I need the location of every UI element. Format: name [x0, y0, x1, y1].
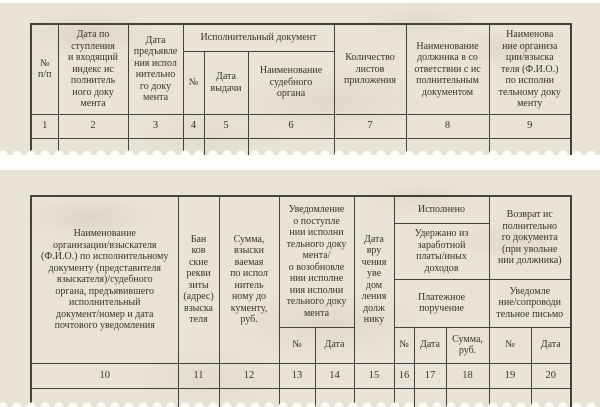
form-sheet-bottom: Наименование организации/взыскателя (Ф.И… — [0, 170, 600, 407]
column-number: 9 — [488, 113, 572, 139]
subheader-notice-number: № — [278, 326, 316, 364]
subheader-notice-date: Дата — [314, 326, 355, 364]
register-table-bottom: Наименование организации/взыскателя (Ф.И… — [30, 195, 572, 407]
header-bank-details: Бан ков ские рекви зиты (адрес) взыска т… — [177, 195, 220, 364]
header-claimant-name: Наименова ние организа ции/взыска теля (… — [488, 23, 572, 115]
empty-data-cell — [182, 137, 205, 155]
empty-data-cell — [278, 387, 316, 407]
empty-data-cell — [30, 387, 179, 407]
empty-data-cell — [177, 387, 220, 407]
subheader-return-number: № — [488, 326, 532, 364]
subheader-return-date: Дата — [530, 326, 572, 364]
column-number: 14 — [314, 362, 355, 389]
column-number: 16 — [393, 362, 415, 389]
empty-data-cell — [488, 387, 532, 407]
header-date-received: Дата по ступления и входящий индекс ис п… — [57, 23, 129, 115]
register-table-top: № п/п Дата по ступления и входящий индек… — [30, 23, 572, 155]
column-number: 17 — [413, 362, 447, 389]
empty-data-cell — [57, 137, 129, 155]
header-group-executive-document: Исполнительный документ — [182, 23, 335, 52]
form-sheet-top: № п/п Дата по ступления и входящий индек… — [0, 3, 600, 155]
column-number: 1 — [30, 113, 59, 139]
column-number: 5 — [203, 113, 249, 139]
header-date-presented: Дата предъявле ния испол нительно го док… — [127, 23, 184, 115]
subheader-payment-number: № — [393, 326, 415, 364]
column-number: 8 — [405, 113, 490, 139]
column-number: 10 — [30, 362, 179, 389]
empty-data-cell — [314, 387, 355, 407]
header-issue-date: Дата выдачи — [203, 50, 249, 115]
empty-data-cell — [333, 137, 407, 155]
column-number: 11 — [177, 362, 220, 389]
header-date-handed-to-debtor: Дата вру чения уве дом ления долж нику — [353, 195, 395, 364]
header-court-name: Наименование судебного органа — [247, 50, 335, 115]
empty-data-cell — [353, 387, 395, 407]
empty-data-cell — [413, 387, 447, 407]
header-doc-number: № — [182, 50, 205, 115]
column-number: 20 — [530, 362, 572, 389]
header-withheld-from-salary: Удержано из заработной платы/иных доходо… — [393, 222, 490, 280]
empty-data-cell — [445, 387, 490, 407]
column-number: 3 — [127, 113, 184, 139]
empty-data-cell — [203, 137, 249, 155]
empty-data-cell — [30, 137, 59, 155]
empty-data-cell — [488, 137, 572, 155]
column-number: 12 — [218, 362, 280, 389]
empty-data-cell — [530, 387, 572, 407]
header-group-notice: Уведомление о поступле нии исполни тельн… — [278, 195, 355, 328]
column-number: 18 — [445, 362, 490, 389]
column-number: 15 — [353, 362, 395, 389]
column-number: 4 — [182, 113, 205, 139]
subheader-payment-sum: Сумма, руб. — [445, 326, 490, 364]
empty-data-cell — [218, 387, 280, 407]
column-number: 6 — [247, 113, 335, 139]
header-cover-letter: Уведомле ние/сопроводи тельное письмо — [488, 278, 572, 328]
header-group-return-document: Возврат ис полнительно го документа (при… — [488, 195, 572, 280]
header-sum-collected: Сумма, взыски ваемая по испол нитель ном… — [218, 195, 280, 364]
header-debtor-name: Наименование должника в со ответствии с … — [405, 23, 490, 115]
column-number: 7 — [333, 113, 407, 139]
column-number: 19 — [488, 362, 532, 389]
header-sheets-count: Количество листов приложения — [333, 23, 407, 115]
header-payment-order: Платежное поручение — [393, 278, 490, 328]
empty-data-cell — [405, 137, 490, 155]
empty-data-cell — [127, 137, 184, 155]
header-row-number: № п/п — [30, 23, 59, 115]
subheader-payment-date: Дата — [413, 326, 447, 364]
column-number: 13 — [278, 362, 316, 389]
header-claimant-org-details: Наименование организации/взыскателя (Ф.И… — [30, 195, 179, 364]
empty-data-cell — [247, 137, 335, 155]
header-group-executed: Исполнено — [393, 195, 490, 224]
column-number: 2 — [57, 113, 129, 139]
empty-data-cell — [393, 387, 415, 407]
